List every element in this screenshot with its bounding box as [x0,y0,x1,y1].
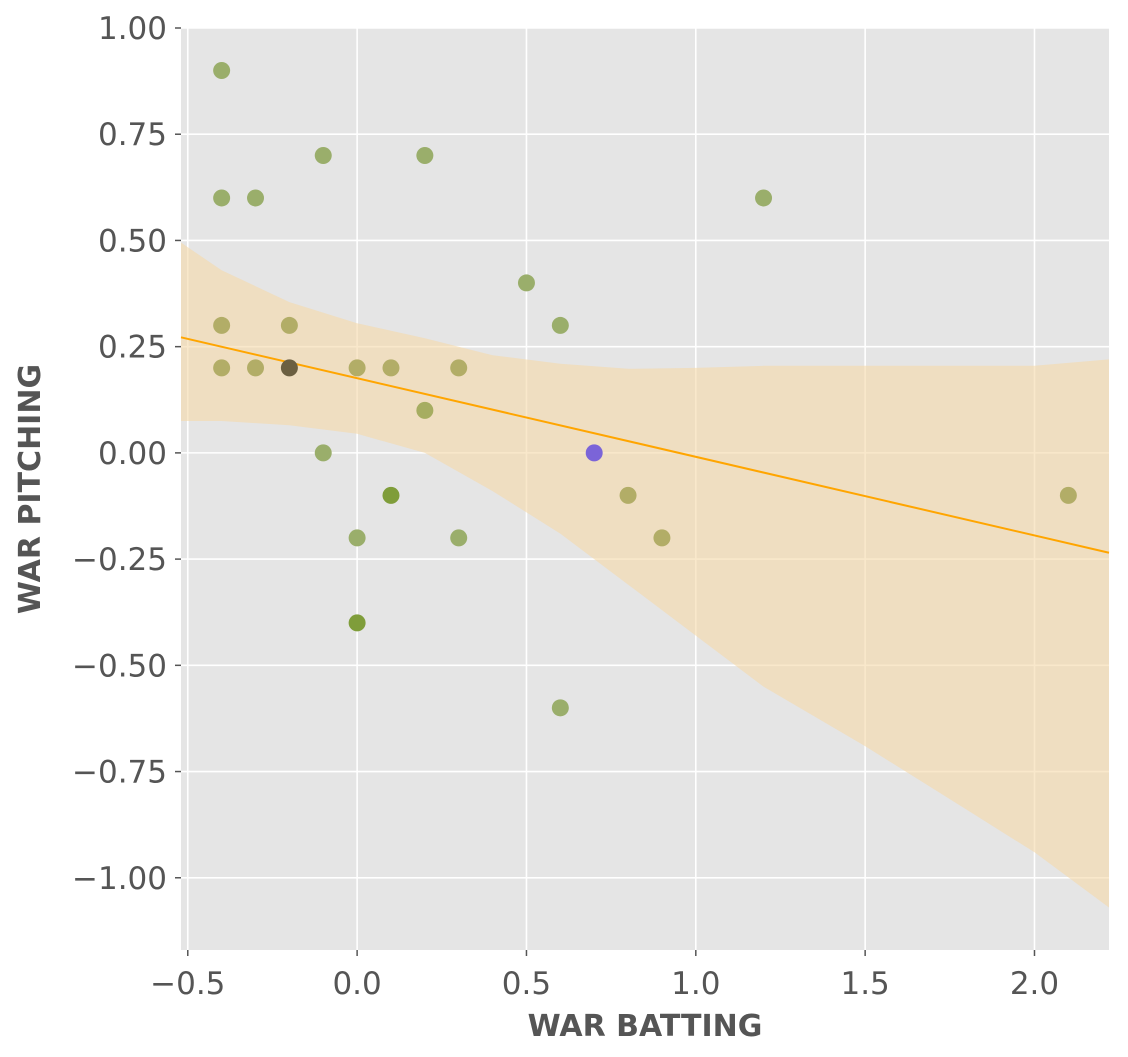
data-point [382,486,400,504]
y-tick-label: 0.75 [98,117,167,153]
y-tick-label: 0.00 [98,436,167,472]
data-points [213,61,1077,717]
data-point [247,359,265,377]
data-point [348,614,366,632]
data-point [247,189,265,207]
data-point [213,316,231,334]
data-point [619,486,637,504]
data-point [1059,486,1077,504]
data-point [213,61,231,79]
data-point [280,316,298,334]
data-point [213,359,231,377]
y-axis-title: WAR PITCHING [13,364,48,614]
x-tick-label: −0.5 [150,966,225,1002]
x-tick-label: 0.5 [502,966,551,1002]
y-tick-label: −1.00 [72,861,167,897]
x-tick-label: 2.0 [1010,966,1059,1002]
data-point [551,316,569,334]
data-point [382,359,400,377]
y-tick-label: 0.50 [98,223,167,259]
data-point [314,146,332,164]
y-tick-label: −0.25 [72,542,167,578]
x-tick-label: 1.0 [671,966,720,1002]
x-tick-label: 1.5 [840,966,889,1002]
data-point [551,699,569,717]
data-point [585,444,603,462]
y-tick-label: 0.25 [98,330,167,366]
y-tick-label: −0.50 [72,648,167,684]
data-point [213,189,231,207]
data-point [314,444,332,462]
data-point [348,359,366,377]
y-axis-ticks: 1.00 0.75 0.50 0.25 0.00 −0.25 −0.50 −0.75 −1.00 [72,11,181,897]
data-point [416,401,434,419]
confidence-band [181,242,1109,908]
y-tick-label: −0.75 [72,755,167,791]
data-point [450,359,468,377]
data-point [416,146,434,164]
data-point [450,529,468,547]
data-point [348,529,366,547]
data-point [517,274,535,292]
y-tick-label: 1.00 [98,11,167,47]
data-point [755,189,773,207]
x-axis-ticks: −0.5 0.0 0.5 1.0 1.5 2.0 [150,950,1059,1002]
regression-line [180,336,1110,554]
x-tick-label: 0.0 [332,966,381,1002]
x-axis-title: WAR BATTING [528,1009,763,1044]
data-point [280,359,298,377]
data-point [653,529,671,547]
